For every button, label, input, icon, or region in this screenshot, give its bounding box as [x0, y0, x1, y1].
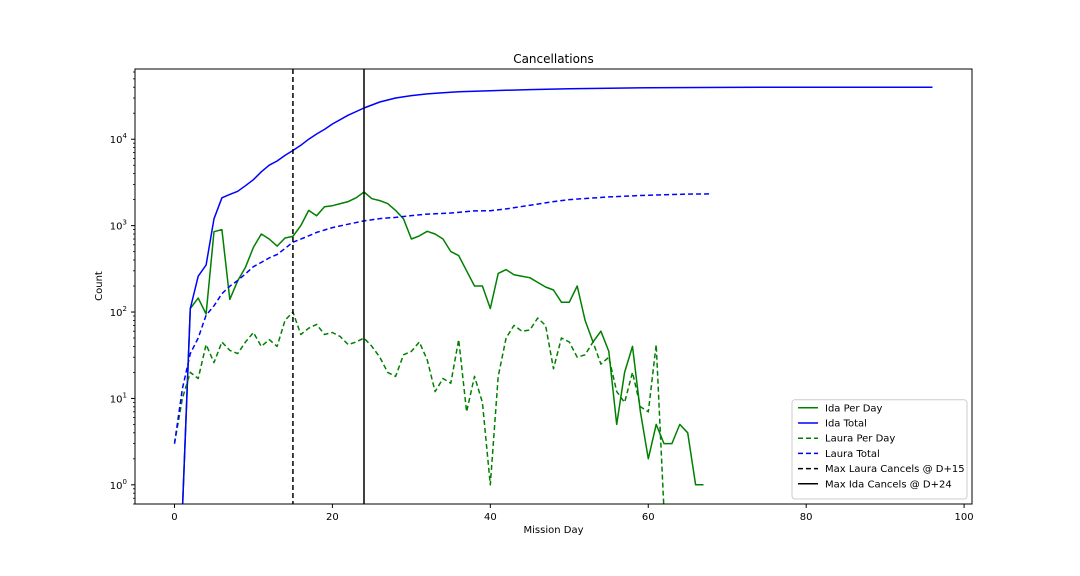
legend-label-max-laura-cancels-d-15: Max Laura Cancels @ D+15 — [825, 464, 965, 475]
x-tick-label: 80 — [800, 512, 813, 523]
series-laura-per-day — [173, 311, 665, 504]
plot-frame — [134, 68, 973, 505]
legend-label-ida-per-day: Ida Per Day — [825, 403, 883, 414]
x-tick-label: 40 — [484, 512, 497, 523]
legend-label-laura-per-day: Laura Per Day — [825, 434, 895, 445]
y-tick-label: 100 — [110, 478, 127, 492]
x-axis: 0 20 40 60 80 100 — [171, 504, 974, 523]
legend: Ida Per Day Ida Total Laura Per Day Laura T… — [791, 399, 968, 500]
x-tick-label: 60 — [642, 512, 655, 523]
series-ida-per-day — [181, 191, 704, 504]
chart-title: Cancellations — [513, 52, 594, 66]
y-tick-label: 102 — [110, 305, 127, 319]
y-tick-label: 103 — [110, 219, 127, 233]
legend-box — [791, 399, 968, 500]
series-layer — [173, 69, 933, 504]
y-tick-label: 101 — [110, 391, 127, 405]
y-axis: 100 101 102 103 104 — [110, 71, 135, 505]
x-tick-label: 100 — [955, 512, 974, 523]
legend-label-ida-total: Ida Total — [825, 419, 867, 430]
series-laura-total — [173, 193, 712, 444]
y-tick-label: 104 — [110, 132, 128, 146]
legend-label-laura-total: Laura Total — [825, 449, 880, 460]
x-axis-label: Mission Day — [524, 525, 584, 536]
legend-label-max-ida-cancels-d-24: Max Ida Cancels @ D+24 — [825, 479, 952, 490]
series-ida-total — [181, 86, 933, 504]
y-axis-label: Count — [94, 271, 105, 301]
x-tick-label: 20 — [326, 512, 339, 523]
x-tick-label: 0 — [171, 512, 177, 523]
